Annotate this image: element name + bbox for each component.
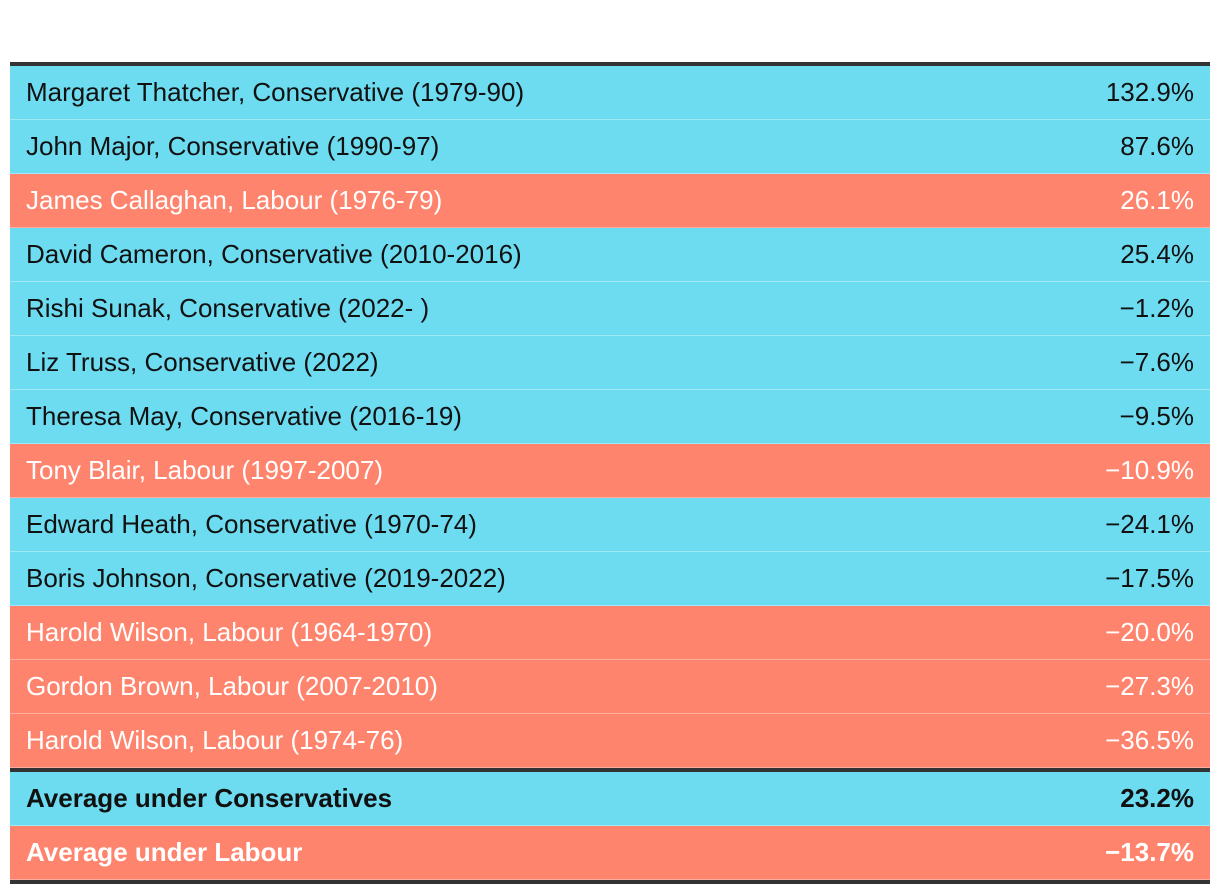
pm-name: Liz Truss, Conservative (2022) [26,347,379,377]
pm-value: −7.6% [1119,347,1194,377]
pm-name: Harold Wilson, Labour (1964-1970) [26,617,433,647]
pm-name: Tony Blair, Labour (1997-2007) [26,455,384,485]
pm-name: Margaret Thatcher, Conservative (1979-90… [26,77,525,107]
summary-row: Average under Labour −13.7% [10,826,1210,880]
table-row: Edward Heath, Conservative (1970-74) −24.… [10,498,1210,552]
pm-name: Harold Wilson, Labour (1974-76) [26,725,404,755]
pm-name: Theresa May, Conservative (2016-19) [26,401,462,431]
table-row: Rishi Sunak, Conservative (2022- ) −1.2% [10,282,1210,336]
pm-value: −17.5% [1105,563,1194,593]
pm-name: James Callaghan, Labour (1976-79) [26,185,443,215]
table-row: Boris Johnson, Conservative (2019-2022) −… [10,552,1210,606]
table-row: Margaret Thatcher, Conservative (1979-90… [10,66,1210,120]
pm-value: 132.9% [1105,77,1194,107]
pm-rows: Margaret Thatcher, Conservative (1979-90… [10,66,1210,768]
pm-name: John Major, Conservative (1990-97) [26,131,440,161]
summary-value: 23.2% [1120,783,1194,813]
table-row: James Callaghan, Labour (1976-79) 26.1% [10,174,1210,228]
pm-value: −20.0% [1105,617,1194,647]
pm-table: Margaret Thatcher, Conservative (1979-90… [10,62,1210,884]
table-row: David Cameron, Conservative (2010-2016) 2… [10,228,1210,282]
summary-label: Average under Conservatives [26,783,393,813]
summary-divider [10,768,1210,772]
pm-value: 87.6% [1120,131,1194,161]
pm-name: David Cameron, Conservative (2010-2016) [26,239,522,269]
table-row: Theresa May, Conservative (2016-19) −9.5% [10,390,1210,444]
pm-name: Boris Johnson, Conservative (2019-2022) [26,563,506,593]
bottom-rule [10,880,1210,884]
table-row: Harold Wilson, Labour (1974-76) −36.5% [10,714,1210,768]
summary-row: Average under Conservatives 23.2% [10,772,1210,826]
pm-value: 26.1% [1120,185,1194,215]
table-row: Gordon Brown, Labour (2007-2010) −27.3% [10,660,1210,714]
table-row: Tony Blair, Labour (1997-2007) −10.9% [10,444,1210,498]
table-row: John Major, Conservative (1990-97) 87.6% [10,120,1210,174]
pm-value: −36.5% [1105,725,1194,755]
pm-value: −27.3% [1105,671,1194,701]
pm-value: −10.9% [1105,455,1194,485]
pm-value: −9.5% [1119,401,1194,431]
pm-value: −1.2% [1119,293,1194,323]
summary-rows: Average under Conservatives 23.2% Average … [10,772,1210,880]
pm-value: 25.4% [1120,239,1194,269]
pm-name: Rishi Sunak, Conservative (2022- ) [26,293,430,323]
table-row: Liz Truss, Conservative (2022) −7.6% [10,336,1210,390]
summary-label: Average under Labour [26,837,303,867]
pm-name: Gordon Brown, Labour (2007-2010) [26,671,438,701]
summary-value: −13.7% [1105,837,1194,867]
table-row: Harold Wilson, Labour (1964-1970) −20.0% [10,606,1210,660]
pm-value: −24.1% [1105,509,1194,539]
pm-name: Edward Heath, Conservative (1970-74) [26,509,477,539]
